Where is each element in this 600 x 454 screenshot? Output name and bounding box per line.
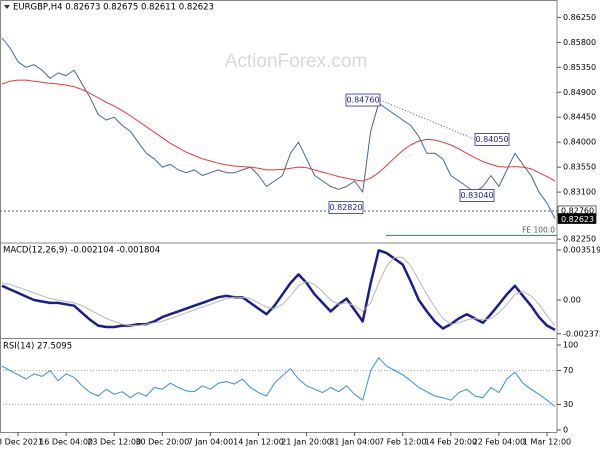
y-tick-label: 0.84900 — [563, 88, 596, 97]
trend-line — [379, 99, 476, 140]
panel-title: MACD(12,26,9) -0.002104 -0.001804 — [3, 246, 160, 256]
x-tick-label: 23 Dec 12:00 — [87, 438, 141, 447]
panel-title: EURGBP,H4 0.82673 0.82675 0.82611 0.8262… — [13, 3, 214, 13]
y-tick-label: 0.85350 — [563, 63, 596, 72]
y-tick-label: 100 — [563, 341, 578, 350]
x-tick-label: 30 Dec 20:00 — [135, 438, 189, 447]
x-tick-label: 31 Jan 04:00 — [329, 438, 380, 447]
annotation-label: 0.83040 — [460, 191, 493, 200]
series-line — [1, 256, 556, 327]
x-tick-label: 7 Jan 04:00 — [188, 438, 234, 447]
annotation-label: 0.82820 — [329, 203, 362, 212]
y-tick-label: 70 — [563, 366, 573, 375]
y-tick-label: 0.84000 — [563, 138, 596, 147]
series-line — [1, 357, 556, 407]
fe-label: FE 100.0 — [522, 225, 555, 234]
x-tick-label: 14 Feb 20:00 — [425, 438, 477, 447]
y-tick-label: 0.84450 — [563, 113, 596, 122]
y-tick-label: 0.00 — [563, 296, 581, 305]
y-tick-label: 0 — [563, 425, 568, 434]
panel-icon — [4, 5, 10, 9]
annotation-box — [459, 189, 495, 202]
x-tick-label: 22 Feb 04:00 — [473, 438, 525, 447]
x-tick-label: 7 Feb 12:00 — [379, 438, 426, 447]
price-tag-label: 0.82760 — [561, 206, 594, 215]
panel-title: RSI(14) 27.5095 — [3, 342, 72, 352]
y-tick-label: 0.003519 — [563, 245, 600, 254]
y-tick-label: -0.002372 — [563, 329, 600, 338]
x-tick-label: 14 Jan 12:00 — [233, 438, 284, 447]
x-tick-label: 1 Mar 12:00 — [523, 438, 571, 447]
annotation-box — [328, 201, 364, 215]
annotation-label: 0.84050 — [475, 135, 508, 144]
x-tick-label: 21 Jan 20:00 — [281, 438, 332, 447]
y-tick-label: 0.83100 — [563, 188, 596, 197]
x-tick-label: 16 Dec 04:00 — [39, 438, 93, 447]
price-tag — [557, 213, 597, 224]
plot-frame — [0, 0, 558, 433]
y-tick-label: 0.83550 — [563, 163, 596, 172]
series-line — [1, 37, 556, 219]
price-tag-label: 0.82623 — [561, 215, 594, 224]
y-tick-label: 0.86250 — [563, 13, 596, 22]
y-tick-label: 0.82250 — [563, 235, 596, 244]
series-line — [1, 249, 556, 332]
y-tick-label: 0.85800 — [563, 38, 596, 47]
y-tick-label: 30 — [563, 400, 573, 409]
watermark: ActionForex.com — [225, 51, 368, 72]
annotation-label: 0.84760 — [346, 96, 379, 105]
x-tick-label: 8 Dec 2021 — [0, 438, 43, 447]
series-line — [1, 79, 556, 182]
